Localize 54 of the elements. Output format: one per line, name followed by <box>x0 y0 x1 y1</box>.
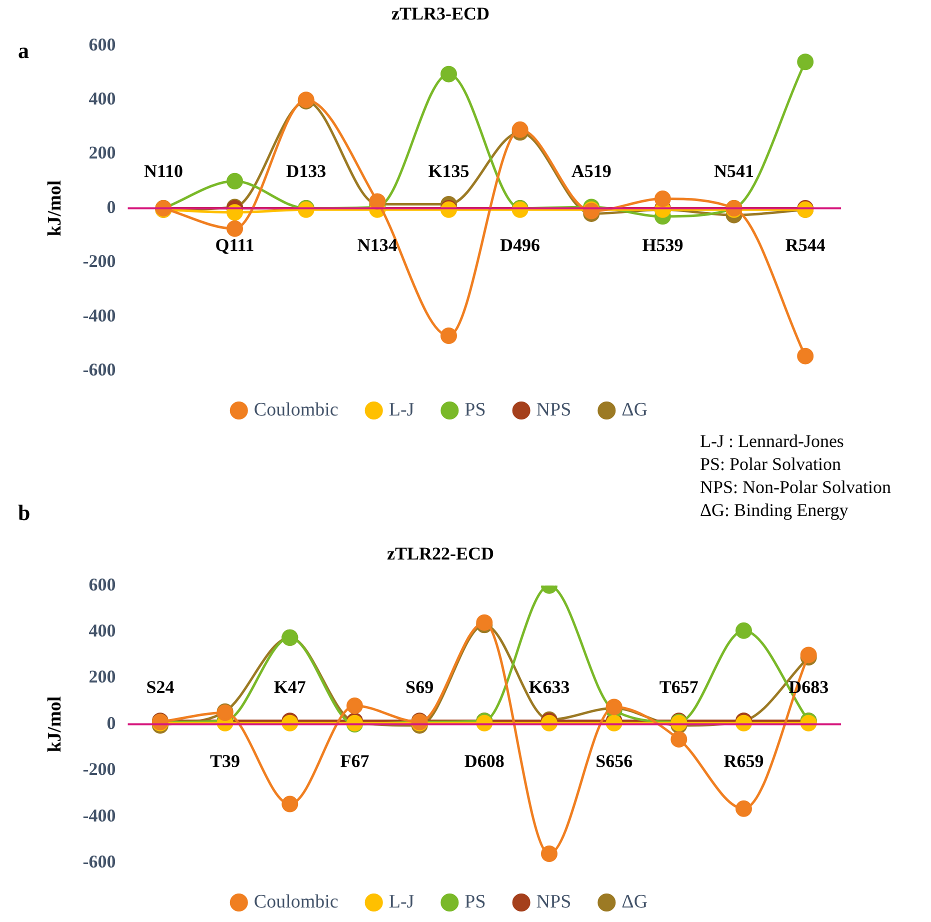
category-label: S656 <box>596 750 633 771</box>
category-label: T39 <box>210 750 240 771</box>
legend-label: NPS <box>536 399 572 420</box>
legend-label: ΔG <box>622 891 648 912</box>
y-tick-label: 600 <box>88 34 116 54</box>
y-tick-label: -600 <box>82 852 116 872</box>
y-tick-label: 600 <box>88 574 116 594</box>
y-tick-label: -400 <box>82 305 116 326</box>
y-tick-label: 400 <box>88 620 116 640</box>
category-label: N110 <box>144 160 183 181</box>
category-label: F67 <box>340 750 370 771</box>
y-tick-label: 200 <box>88 142 116 163</box>
category-label: R659 <box>724 750 764 771</box>
category-label: R544 <box>785 234 826 255</box>
y-tick-label: -400 <box>82 805 116 826</box>
text: PS: Polar Solvation <box>700 453 842 476</box>
text: b <box>18 500 30 526</box>
y-tick-label: -600 <box>82 360 116 380</box>
chart-title: zTLR22-ECD <box>387 543 494 564</box>
legend-label: ΔG <box>622 399 648 420</box>
y-axis-title: kJ/mol <box>44 696 66 752</box>
y-tick-label: 0 <box>106 196 116 217</box>
y-axis-title: kJ/mol <box>44 180 66 236</box>
category-label: K135 <box>428 160 470 181</box>
text: ΔG: Binding Energy <box>700 499 850 522</box>
category-label: N541 <box>714 160 754 181</box>
legend-label: L-J <box>388 891 414 912</box>
chart-title: zTLR3-ECD <box>392 3 490 24</box>
category-label: T657 <box>659 676 698 697</box>
y-tick-label: -200 <box>82 251 116 272</box>
y-tick-label: 400 <box>88 88 116 108</box>
category-label: S24 <box>146 676 174 697</box>
category-label: Q111 <box>215 234 254 255</box>
legend-label: PS <box>464 399 486 420</box>
legend-label: NPS <box>536 891 572 912</box>
category-label: S69 <box>406 676 434 697</box>
y-tick-label: -200 <box>82 759 116 780</box>
legend-label: Coulombic <box>254 891 338 912</box>
legend-label: Coulombic <box>254 399 338 420</box>
category-label: D608 <box>464 750 504 771</box>
text: a <box>18 38 29 64</box>
text: L-J : Lennard-Jones <box>700 430 845 453</box>
legend-label: L-J <box>388 399 414 420</box>
category-label: K633 <box>528 676 570 697</box>
category-label: K47 <box>274 676 306 697</box>
category-label: N134 <box>357 234 398 255</box>
legend-label: PS <box>464 891 486 912</box>
y-tick-label: 200 <box>88 666 116 687</box>
category-label: H539 <box>642 234 684 255</box>
category-label: D133 <box>286 160 326 181</box>
y-tick-label: 0 <box>106 712 116 733</box>
category-label: A519 <box>571 160 612 181</box>
text: NPS: Non-Polar Solvation <box>700 476 891 499</box>
category-label: D496 <box>500 234 540 255</box>
